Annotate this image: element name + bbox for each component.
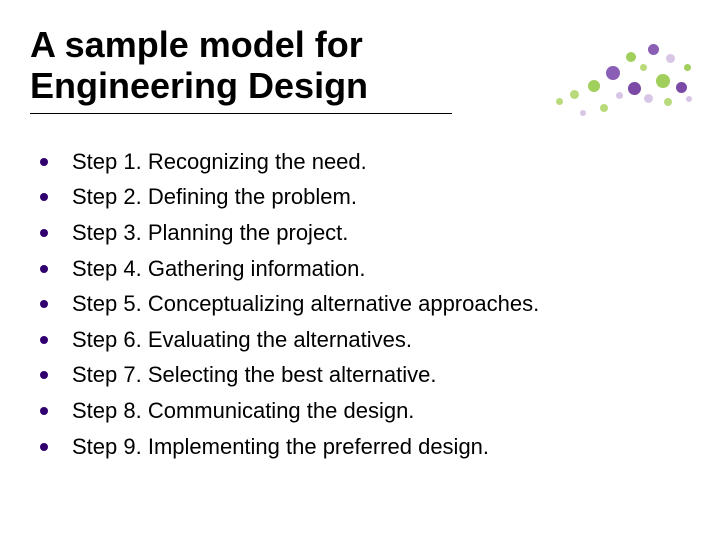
list-item-text: Step 8. Communicating the design. bbox=[72, 397, 414, 426]
deco-dot bbox=[686, 96, 692, 102]
bullet-icon bbox=[40, 371, 48, 379]
deco-dot bbox=[626, 52, 636, 62]
bullet-icon bbox=[40, 443, 48, 451]
list-item: Step 7. Selecting the best alternative. bbox=[40, 361, 690, 390]
list-item: Step 4. Gathering information. bbox=[40, 255, 690, 284]
bullet-icon bbox=[40, 407, 48, 415]
deco-dot bbox=[664, 98, 672, 106]
list-item: Step 1. Recognizing the need. bbox=[40, 148, 690, 177]
deco-dot bbox=[684, 64, 691, 71]
list-item-text: Step 1. Recognizing the need. bbox=[72, 148, 367, 177]
deco-dot bbox=[616, 92, 623, 99]
list-item: Step 5. Conceptualizing alternative appr… bbox=[40, 290, 690, 319]
deco-dot bbox=[676, 82, 687, 93]
list-item: Step 6. Evaluating the alternatives. bbox=[40, 326, 690, 355]
slide-title: A sample model for Engineering Design bbox=[30, 24, 452, 114]
deco-dot bbox=[570, 90, 579, 99]
bullet-icon bbox=[40, 158, 48, 166]
deco-dot bbox=[648, 44, 659, 55]
list-item: Step 2. Defining the problem. bbox=[40, 183, 690, 212]
deco-dot bbox=[606, 66, 620, 80]
list-item-text: Step 2. Defining the problem. bbox=[72, 183, 357, 212]
bullet-icon bbox=[40, 300, 48, 308]
list-item-text: Step 6. Evaluating the alternatives. bbox=[72, 326, 412, 355]
bullet-icon bbox=[40, 265, 48, 273]
decorative-dots bbox=[546, 36, 696, 126]
list-item: Step 9. Implementing the preferred desig… bbox=[40, 433, 690, 462]
deco-dot bbox=[644, 94, 653, 103]
deco-dot bbox=[666, 54, 675, 63]
list-item-text: Step 5. Conceptualizing alternative appr… bbox=[72, 290, 539, 319]
step-list: Step 1. Recognizing the need. Step 2. De… bbox=[30, 148, 690, 461]
list-item-text: Step 7. Selecting the best alternative. bbox=[72, 361, 436, 390]
list-item: Step 3. Planning the project. bbox=[40, 219, 690, 248]
bullet-icon bbox=[40, 193, 48, 201]
list-item-text: Step 4. Gathering information. bbox=[72, 255, 366, 284]
list-item-text: Step 3. Planning the project. bbox=[72, 219, 348, 248]
list-item: Step 8. Communicating the design. bbox=[40, 397, 690, 426]
deco-dot bbox=[588, 80, 600, 92]
bullet-icon bbox=[40, 336, 48, 344]
deco-dot bbox=[580, 110, 586, 116]
bullet-icon bbox=[40, 229, 48, 237]
deco-dot bbox=[628, 82, 641, 95]
deco-dot bbox=[640, 64, 647, 71]
slide: A sample model for Engineering Design St… bbox=[0, 0, 720, 540]
deco-dot bbox=[656, 74, 670, 88]
list-item-text: Step 9. Implementing the preferred desig… bbox=[72, 433, 489, 462]
deco-dot bbox=[600, 104, 608, 112]
deco-dot bbox=[556, 98, 563, 105]
